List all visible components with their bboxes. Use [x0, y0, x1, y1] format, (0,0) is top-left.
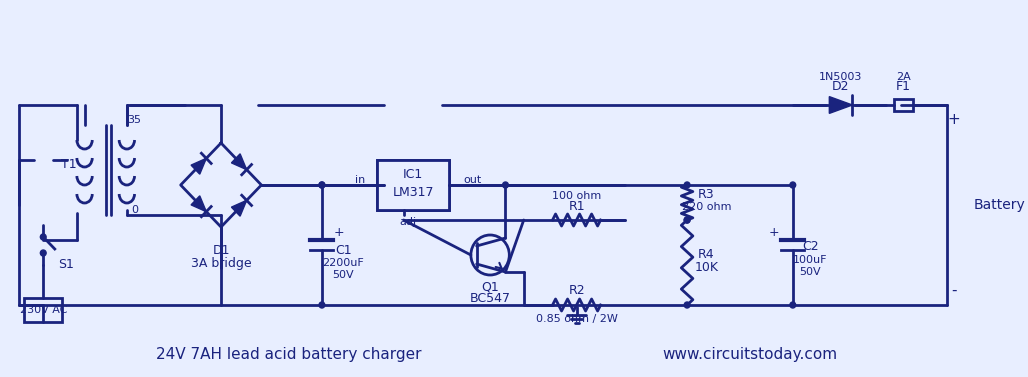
Circle shape [790, 302, 796, 308]
Text: C2: C2 [802, 241, 818, 253]
Bar [24, 298, 63, 322]
Text: 230V AC: 230V AC [20, 305, 67, 315]
Circle shape [685, 302, 690, 308]
Text: 50V: 50V [332, 270, 354, 280]
Circle shape [40, 250, 46, 256]
Circle shape [503, 182, 509, 188]
Text: R4: R4 [698, 248, 714, 261]
Bar [377, 160, 449, 210]
Circle shape [685, 217, 690, 223]
Text: www.circuitstoday.com: www.circuitstoday.com [662, 348, 837, 363]
Circle shape [40, 234, 46, 240]
Text: +: + [768, 227, 779, 239]
Polygon shape [191, 196, 207, 211]
Polygon shape [231, 154, 247, 170]
Text: -: - [952, 282, 957, 297]
Text: +: + [334, 227, 344, 239]
Bar [893, 99, 913, 111]
Text: 50V: 50V [800, 267, 821, 277]
Circle shape [790, 182, 796, 188]
Text: 35: 35 [127, 115, 142, 125]
Text: +: + [948, 112, 960, 127]
Circle shape [685, 182, 690, 188]
Circle shape [319, 182, 325, 188]
Text: 24V 7AH lead acid battery charger: 24V 7AH lead acid battery charger [155, 348, 421, 363]
Text: R3: R3 [698, 188, 714, 201]
Circle shape [319, 182, 325, 188]
Text: F1: F1 [895, 81, 911, 93]
Circle shape [471, 235, 509, 275]
Text: 2A: 2A [896, 72, 911, 82]
Text: R2: R2 [568, 285, 585, 297]
Text: T1: T1 [62, 158, 77, 172]
Text: 3A bridge: 3A bridge [191, 256, 251, 270]
Text: 0.85 ohm / 2W: 0.85 ohm / 2W [536, 314, 618, 324]
Text: 1N5003: 1N5003 [819, 72, 862, 82]
Text: in: in [356, 175, 366, 185]
Text: IC1: IC1 [403, 169, 424, 181]
Text: R1: R1 [568, 199, 585, 213]
Polygon shape [191, 158, 207, 174]
Text: 220 ohm: 220 ohm [682, 202, 731, 213]
Text: out: out [464, 175, 482, 185]
Text: S1: S1 [58, 259, 74, 271]
Circle shape [319, 302, 325, 308]
Text: 10K: 10K [694, 261, 719, 274]
Text: 0: 0 [131, 205, 138, 215]
Polygon shape [231, 200, 247, 216]
Text: Q1: Q1 [481, 280, 499, 294]
Text: 100 ohm: 100 ohm [552, 191, 601, 201]
Polygon shape [830, 97, 852, 113]
Text: 100uF: 100uF [793, 255, 828, 265]
Circle shape [685, 217, 690, 223]
Text: 2200uF: 2200uF [322, 258, 364, 268]
Text: D1: D1 [212, 244, 230, 256]
Text: adj: adj [400, 217, 417, 227]
Text: LM317: LM317 [393, 187, 434, 199]
Text: D2: D2 [832, 81, 849, 93]
Text: BC547: BC547 [470, 293, 511, 305]
Text: Battery: Battery [974, 198, 1025, 212]
Bar [377, 160, 449, 210]
Text: C1: C1 [335, 244, 352, 256]
